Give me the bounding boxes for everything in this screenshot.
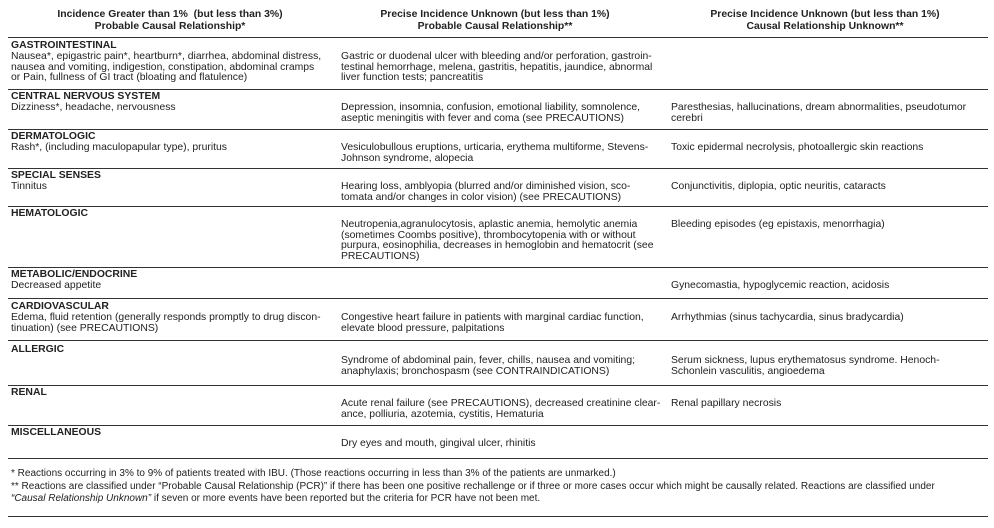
cell-incidence-1-3pct: Tinnitus — [11, 181, 47, 192]
cell-causal-unknown: Arrhythmias (sinus tachycardia, sinus br… — [671, 312, 904, 323]
category-label: SPECIAL SENSES — [11, 170, 101, 181]
cell-incidence-1-3pct: Edema, fluid retention (generally respon… — [11, 312, 321, 334]
cell-probable-causal: Syndrome of abdominal pain, fever, chill… — [341, 355, 635, 377]
divider — [8, 168, 988, 170]
cell-incidence-1-3pct: Dizziness*, headache, nervousness — [11, 102, 176, 113]
category-label: CENTRAL NERVOUS SYSTEM — [11, 91, 161, 102]
category-label: CARDIOVASCULAR — [11, 301, 109, 312]
divider — [8, 129, 988, 131]
category-label: RENAL — [11, 387, 47, 398]
cell-probable-causal: Congestive heart failure in patients wit… — [341, 312, 644, 334]
footnote-1: * Reactions occurring in 3% to 9% of pat… — [11, 468, 616, 479]
footnote-3-italic: “Causal Relationship Unknown” — [11, 493, 152, 504]
divider — [8, 298, 988, 300]
cell-probable-causal: Neutropenia,agranulocytosis, aplastic an… — [341, 219, 654, 262]
cell-probable-causal: Gastric or duodenal ulcer with bleeding … — [341, 51, 653, 84]
cell-probable-causal: Acute renal failure (see PRECAUTIONS), d… — [341, 398, 661, 420]
divider — [8, 516, 988, 518]
category-label: MISCELLANEOUS — [11, 427, 102, 438]
category-label: GASTROINTESTINAL — [11, 40, 117, 51]
cell-causal-unknown: Paresthesias, hallucinations, dream abno… — [671, 102, 967, 124]
footnote-2: ** Reactions are classified under “Proba… — [11, 480, 935, 492]
cell-causal-unknown: Gynecomastia, hypoglycemic reaction, aci… — [671, 280, 890, 291]
cell-probable-causal: Hearing loss, amblyopia (blurred and/or … — [341, 181, 631, 203]
divider — [8, 37, 988, 39]
cell-causal-unknown: Serum sickness, lupus erythematosus synd… — [671, 355, 940, 377]
divider — [8, 458, 988, 460]
category-label: DERMATOLOGIC — [11, 131, 96, 142]
column-header-1: Incidence Greater than 1% (but less than… — [57, 9, 283, 32]
cell-probable-causal: Vesiculobullous eruptions, urticaria, er… — [341, 142, 649, 164]
divider — [8, 89, 988, 91]
cell-causal-unknown: Bleeding episodes (eg epistaxis, menorrh… — [671, 219, 885, 230]
divider — [8, 340, 988, 342]
cell-incidence-1-3pct: Decreased appetite — [11, 280, 102, 291]
column-header-2: Precise Incidence Unknown (but less than… — [380, 9, 610, 32]
divider — [8, 267, 988, 269]
cell-causal-unknown: Renal papillary necrosis — [671, 398, 782, 409]
divider — [8, 425, 988, 427]
cell-incidence-1-3pct: Nausea*, epigastric pain*, heartburn*, d… — [11, 51, 322, 84]
footnote-3: if seven or more events have been report… — [151, 493, 541, 504]
category-label: ALLERGIC — [11, 344, 65, 355]
cell-causal-unknown: Conjunctivitis, diplopia, optic neuritis… — [671, 181, 886, 192]
cell-incidence-1-3pct: Rash*, (including maculopapular type), p… — [11, 142, 228, 153]
cell-probable-causal: Dry eyes and mouth, gingival ulcer, rhin… — [341, 438, 536, 449]
divider — [8, 385, 988, 387]
divider — [8, 206, 988, 208]
footnotes: * Reactions occurring in 3% to 9% of pat… — [11, 468, 935, 506]
cell-causal-unknown: Toxic epidermal necrolysis, photoallergi… — [671, 142, 924, 153]
cell-probable-causal: Depression, insomnia, confusion, emotion… — [341, 102, 640, 124]
category-label: HEMATOLOGIC — [11, 208, 88, 219]
column-header-3: Precise Incidence Unknown (but less than… — [710, 9, 940, 32]
category-label: METABOLIC/ENDOCRINE — [11, 269, 138, 280]
